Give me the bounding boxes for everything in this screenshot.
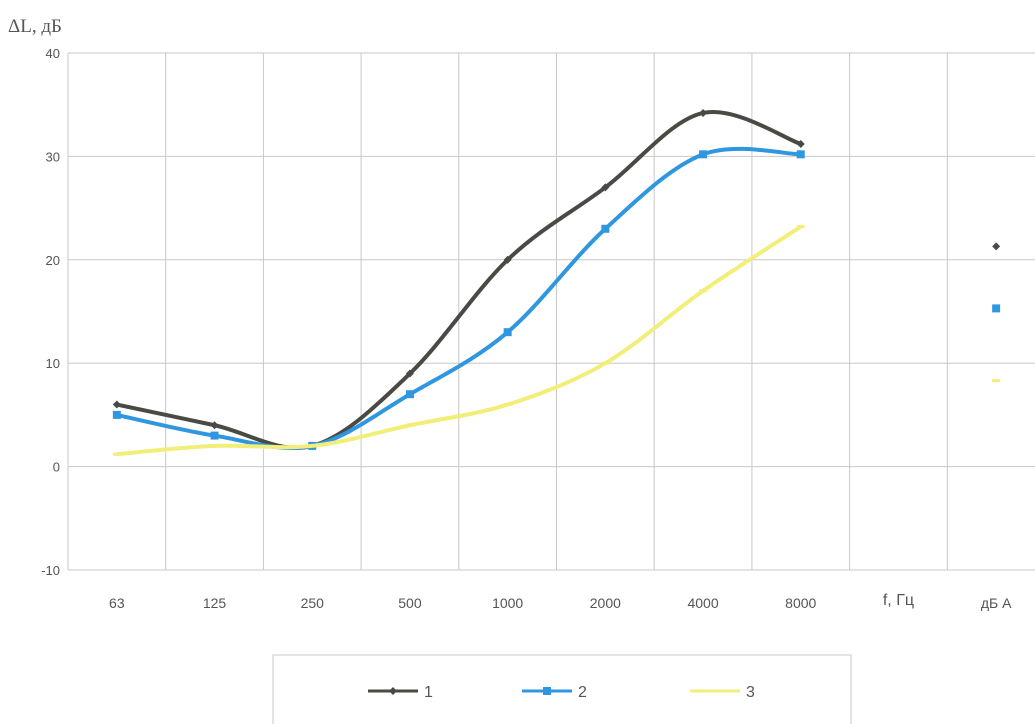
x-tick-label: 2000 (590, 595, 621, 611)
series-2-point (112, 410, 121, 419)
x-tick-label: 63 (109, 595, 125, 611)
series-2-point (210, 431, 219, 440)
legend-marker-2 (543, 687, 551, 695)
y-tick-label: 30 (46, 149, 60, 164)
series-3-point (405, 423, 414, 427)
x-tick-label: 4000 (687, 595, 718, 611)
y-tick-label: -10 (41, 563, 60, 578)
legend-marker-1 (389, 687, 397, 695)
y-tick-label: 20 (46, 253, 60, 268)
series-3-point (796, 225, 805, 229)
series-2-point (992, 304, 1001, 313)
series-2-line (114, 146, 803, 450)
legend-label-3: 3 (746, 684, 755, 701)
x-axis-label: f, Гц (883, 592, 914, 609)
y-axis-label: ΔL, дБ (8, 16, 62, 37)
series-1-line (114, 109, 803, 450)
series-3-point (601, 361, 610, 365)
y-tick-label: 40 (46, 46, 60, 61)
x-tick-label: 125 (203, 595, 227, 611)
series-1-point (992, 242, 1001, 251)
series-1-point (699, 108, 708, 117)
series-3-line (114, 224, 803, 457)
series-1-point (503, 255, 512, 264)
series-1-point (796, 139, 805, 148)
series-1-point (601, 183, 610, 192)
legend-marker-3 (711, 689, 719, 693)
series-3-point (992, 379, 1001, 383)
legend-label-1: 1 (424, 684, 433, 701)
x-tick-label: 1000 (492, 595, 523, 611)
series-3-point (503, 403, 512, 407)
x-tick-label: 250 (301, 595, 325, 611)
x-tick-label: 8000 (785, 595, 816, 611)
series-3-point (699, 289, 708, 293)
series-1-point (210, 421, 219, 430)
series-1-point (405, 369, 414, 378)
y-tick-label: 0 (53, 460, 60, 475)
series-3-point (210, 444, 219, 448)
series-3-point (308, 444, 317, 448)
x-tick-label: дБ А (981, 595, 1012, 611)
series-2-point (503, 328, 512, 337)
x-tick-label: 500 (398, 595, 422, 611)
series-2-point (601, 224, 610, 233)
series-1-point (112, 400, 121, 409)
series-2-point (796, 150, 805, 159)
legend-label-2: 2 (578, 684, 587, 701)
series-2-point (405, 390, 414, 399)
series-2-point (699, 150, 708, 159)
y-tick-label: 10 (46, 356, 60, 371)
series-3-point (112, 452, 121, 456)
